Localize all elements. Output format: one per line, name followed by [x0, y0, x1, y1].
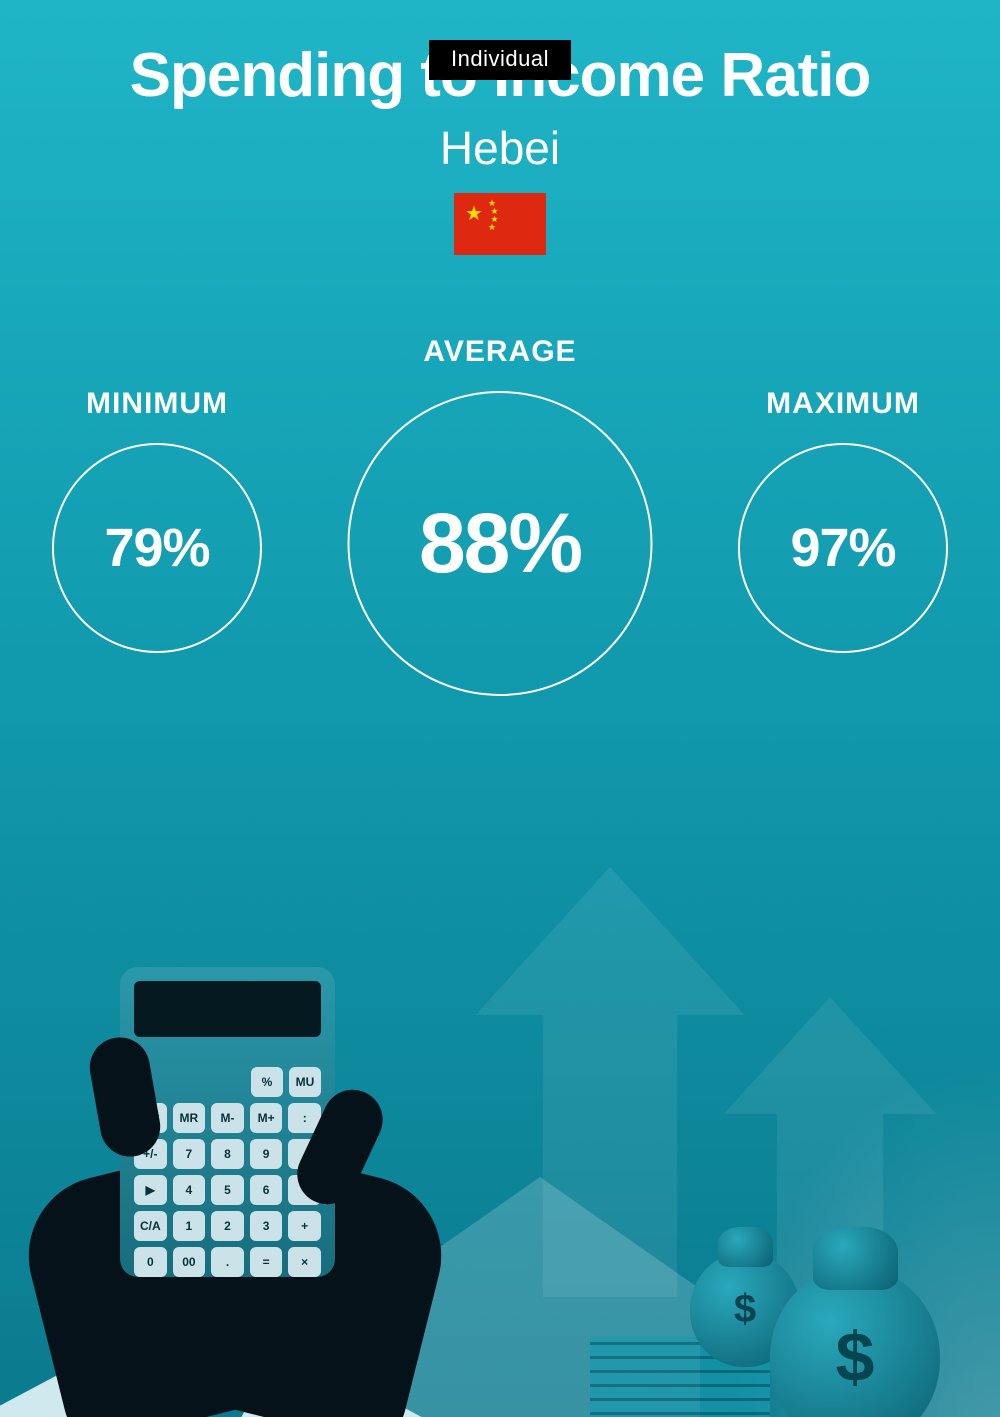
- flag-big-star-icon: ★: [465, 201, 483, 226]
- dollar-sign-icon: $: [836, 1317, 875, 1397]
- calc-key: 9: [250, 1139, 283, 1169]
- china-flag-icon: ★ ★ ★ ★★: [454, 193, 546, 255]
- stat-maximum-circle: 97%: [738, 443, 948, 653]
- stat-minimum-circle: 79%: [52, 443, 262, 653]
- calculator-keys: MCMRM-M+:+/-789.▶456-C/A123+000.=×: [134, 1103, 321, 1277]
- stat-average-label: AVERAGE: [348, 335, 653, 369]
- calculator-top-row: %MU: [134, 1067, 321, 1097]
- calc-key: 6: [250, 1175, 283, 1205]
- calc-key: 00: [173, 1247, 206, 1277]
- calc-key: 1: [173, 1211, 206, 1241]
- region-subtitle: Hebei: [0, 121, 1000, 175]
- calc-key: 2: [211, 1211, 244, 1241]
- dollar-sign-icon: $: [734, 1287, 756, 1332]
- calc-key: MR: [173, 1103, 206, 1133]
- calc-key: .: [211, 1247, 244, 1277]
- stat-minimum-label: MINIMUM: [52, 387, 262, 421]
- flag-small-stars-icon: ★ ★ ★★: [488, 199, 499, 231]
- calc-key: 8: [211, 1139, 244, 1169]
- calc-key: ▶: [134, 1175, 167, 1205]
- stat-maximum-label: MAXIMUM: [738, 387, 948, 421]
- stat-minimum-value: 79%: [104, 517, 209, 579]
- stat-maximum: MAXIMUM 97%: [738, 387, 948, 653]
- stat-minimum: MINIMUM 79%: [52, 387, 262, 653]
- calc-key: 4: [173, 1175, 206, 1205]
- calc-key: 0: [134, 1247, 167, 1277]
- calc-key: MU: [289, 1067, 321, 1097]
- stat-average: AVERAGE 88%: [348, 335, 653, 696]
- stats-row: MINIMUM 79% AVERAGE 88% MAXIMUM 97%: [0, 335, 1000, 775]
- calc-key: 5: [211, 1175, 244, 1205]
- calc-key: C/A: [134, 1211, 167, 1241]
- hands-calculator-illustration: %MU MCMRM-M+:+/-789.▶456-C/A123+000.=×: [0, 897, 500, 1417]
- category-badge: Individual: [429, 40, 571, 80]
- stat-average-circle: 88%: [348, 391, 653, 696]
- calc-key: M-: [211, 1103, 244, 1133]
- stat-average-value: 88%: [419, 495, 581, 592]
- stat-maximum-value: 97%: [790, 517, 895, 579]
- calc-key: 3: [250, 1211, 283, 1241]
- calc-key: %: [251, 1067, 283, 1097]
- calc-key: ×: [288, 1247, 321, 1277]
- illustration-area: $ $ %MU MCMRM-M+:+/-789.▶456-C/A123+000.…: [0, 777, 1000, 1417]
- calc-key: =: [250, 1247, 283, 1277]
- calculator-screen: [134, 981, 321, 1037]
- calc-key: 7: [173, 1139, 206, 1169]
- calc-key: M+: [250, 1103, 283, 1133]
- calc-key: +: [288, 1211, 321, 1241]
